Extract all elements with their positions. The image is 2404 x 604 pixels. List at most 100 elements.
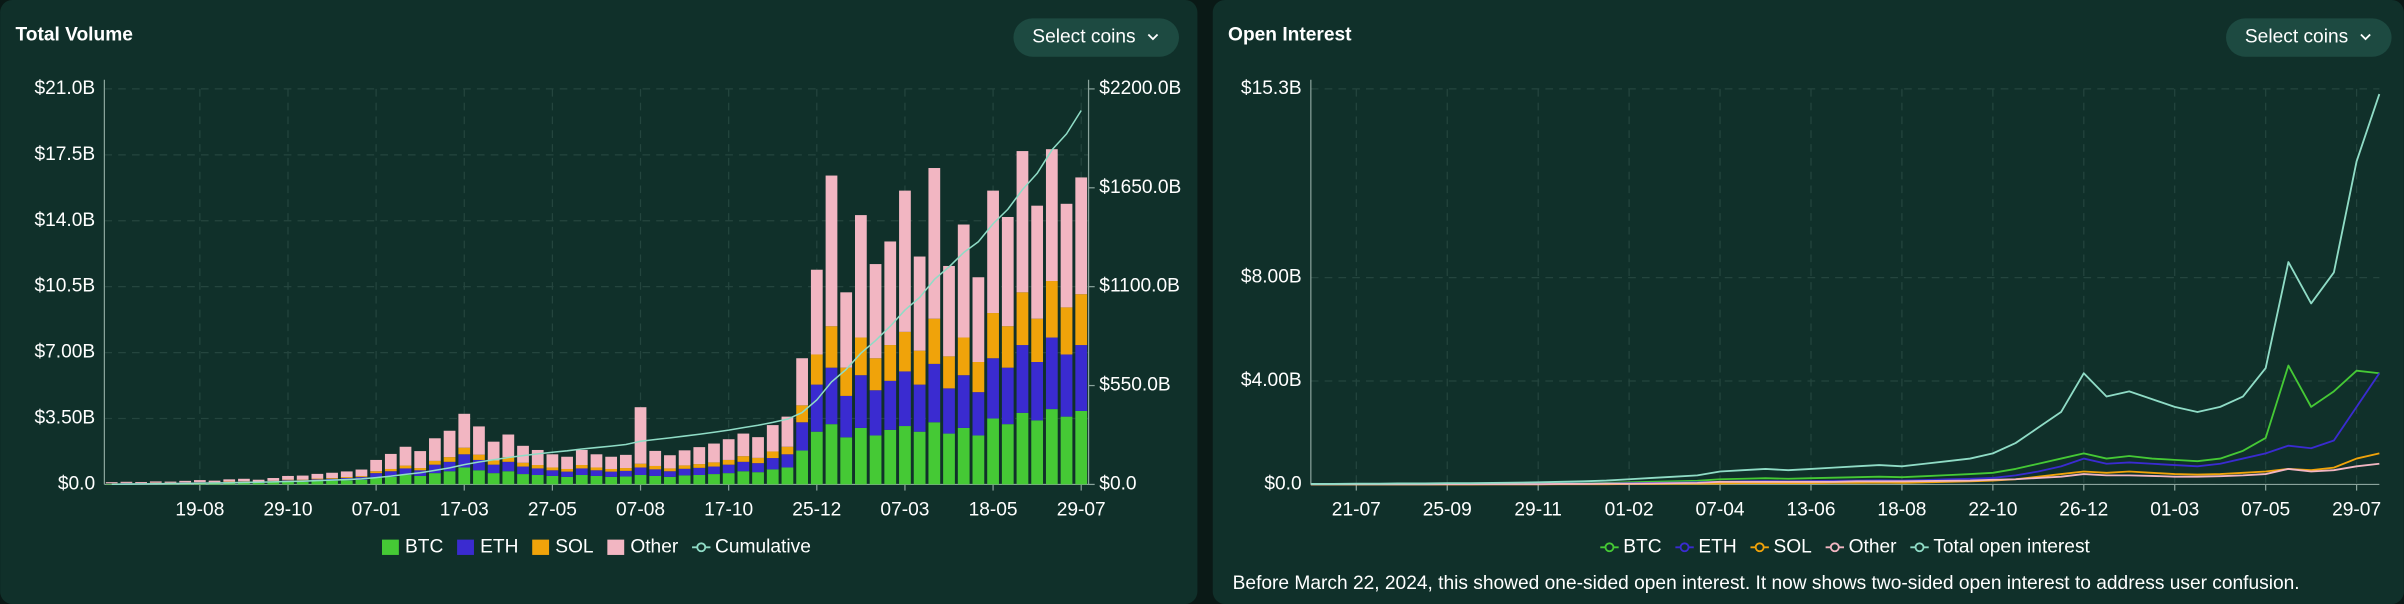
bar-segment (1060, 307, 1073, 355)
bar-segment (326, 480, 338, 485)
bar-segment (1016, 151, 1029, 293)
bar-segment (590, 454, 603, 468)
x-tick-label: 21-07 (1332, 500, 1381, 521)
legend-item[interactable]: Total open interest (1910, 536, 2091, 557)
bar-segment (443, 430, 456, 458)
bar-segment (987, 313, 999, 359)
legend: BTC ETH SOL Other Total open interest (1600, 536, 2091, 557)
x-tick-label: 07-01 (352, 500, 401, 521)
legend-square-marker (457, 539, 474, 555)
series-line (1310, 462, 2380, 486)
legend-item[interactable]: BTC (382, 536, 443, 557)
bar-segment (458, 467, 471, 485)
bar-segment (590, 475, 603, 485)
bar-segment (340, 480, 353, 485)
legend-item[interactable]: SOL (1750, 536, 1812, 557)
legend-label[interactable]: Other (630, 536, 679, 557)
chevron-icon[interactable] (1147, 33, 1159, 41)
select-coins-button[interactable]: Select coins (2226, 18, 2392, 57)
bar-segment (429, 438, 441, 461)
bar-segment (399, 446, 412, 466)
bar-segment (605, 468, 618, 472)
bar-segment (487, 464, 500, 474)
legend-label[interactable]: ETH (480, 536, 518, 557)
legend-item[interactable]: ETH (1675, 536, 1737, 557)
select-coins-button[interactable]: Select coins (1013, 18, 1180, 57)
legend-square-marker (382, 539, 399, 555)
bar-segment (296, 481, 309, 485)
chevron-icon[interactable] (2360, 33, 2371, 41)
legend-label[interactable]: SOL (1773, 536, 1812, 557)
bar-segment (619, 476, 632, 485)
bar-segment (414, 475, 427, 485)
series-line (111, 110, 1082, 486)
button-label[interactable]: Select coins (1032, 27, 1135, 48)
chart-title: Total Volume (15, 24, 132, 45)
x-tick-label: 07-04 (1696, 500, 1745, 521)
bar-segment (619, 454, 632, 469)
legend-item[interactable]: Other (607, 536, 679, 557)
bar-segment (414, 451, 427, 469)
bar-segment (238, 478, 250, 482)
bar-segment (913, 350, 926, 385)
bar-segment (766, 469, 779, 485)
bar-segment (458, 413, 471, 448)
bar-segment (517, 445, 529, 463)
legend-label[interactable]: Cumulative (715, 536, 811, 557)
legend-label[interactable]: Total open interest (1933, 536, 2090, 557)
bar-segment (928, 168, 941, 319)
bar-segment (223, 479, 236, 482)
bar-segment (1075, 410, 1088, 485)
bar-segment (429, 464, 441, 474)
x-tick-label: 29-07 (1057, 500, 1106, 521)
bar-segment (928, 422, 941, 485)
button-label[interactable]: Select coins (2245, 27, 2348, 48)
legend-label[interactable]: Other (1849, 536, 1898, 557)
legend-item[interactable]: Other (1825, 536, 1898, 557)
panel (0, 0, 1198, 604)
bar-segment (913, 256, 926, 351)
button-background[interactable] (1013, 18, 1180, 57)
legend-item[interactable]: ETH (457, 536, 518, 557)
bar-segment (766, 451, 779, 459)
bar-segment (869, 264, 882, 359)
bar-segment (1060, 416, 1073, 485)
bar-segment (1031, 420, 1044, 485)
bar-segment (340, 471, 353, 478)
bar-segment (884, 429, 897, 485)
bar-segment (722, 459, 735, 465)
bar-segment (208, 483, 221, 485)
button-background[interactable] (2226, 18, 2392, 57)
bar-segment (708, 474, 720, 485)
legend-dot-marker (1679, 542, 1690, 553)
y-tick-label: $8.00B (1241, 267, 1302, 288)
bar-segment (311, 481, 324, 485)
bar-segment (458, 447, 471, 455)
bar-segment (531, 475, 544, 485)
legend-label[interactable]: SOL (555, 536, 594, 557)
bar-segment (370, 473, 383, 478)
bar-segment (590, 467, 603, 471)
series-line (1310, 93, 2381, 485)
bar-segment (429, 473, 441, 485)
legend-label[interactable]: ETH (1698, 536, 1736, 557)
legend-item[interactable]: SOL (532, 536, 594, 557)
legend-item[interactable]: BTC (1600, 536, 1662, 557)
bar-segment (619, 468, 632, 471)
bar-segment (840, 292, 853, 368)
legend-label[interactable]: BTC (405, 536, 443, 557)
bar-segment (443, 461, 456, 472)
legend-label[interactable]: BTC (1623, 536, 1661, 557)
x-tick-label: 07-08 (616, 500, 665, 521)
bar-segment (810, 354, 823, 385)
bar-segment (1045, 281, 1058, 338)
bar-segment (517, 466, 529, 475)
bar-segment (913, 431, 926, 485)
bar-segment (943, 433, 955, 485)
bar-segment (429, 460, 441, 465)
bar-segment (267, 478, 280, 481)
legend-item[interactable]: Cumulative (692, 536, 811, 557)
bar-segment (678, 475, 691, 485)
bar-segment (781, 467, 794, 485)
bar-segment (149, 481, 162, 483)
